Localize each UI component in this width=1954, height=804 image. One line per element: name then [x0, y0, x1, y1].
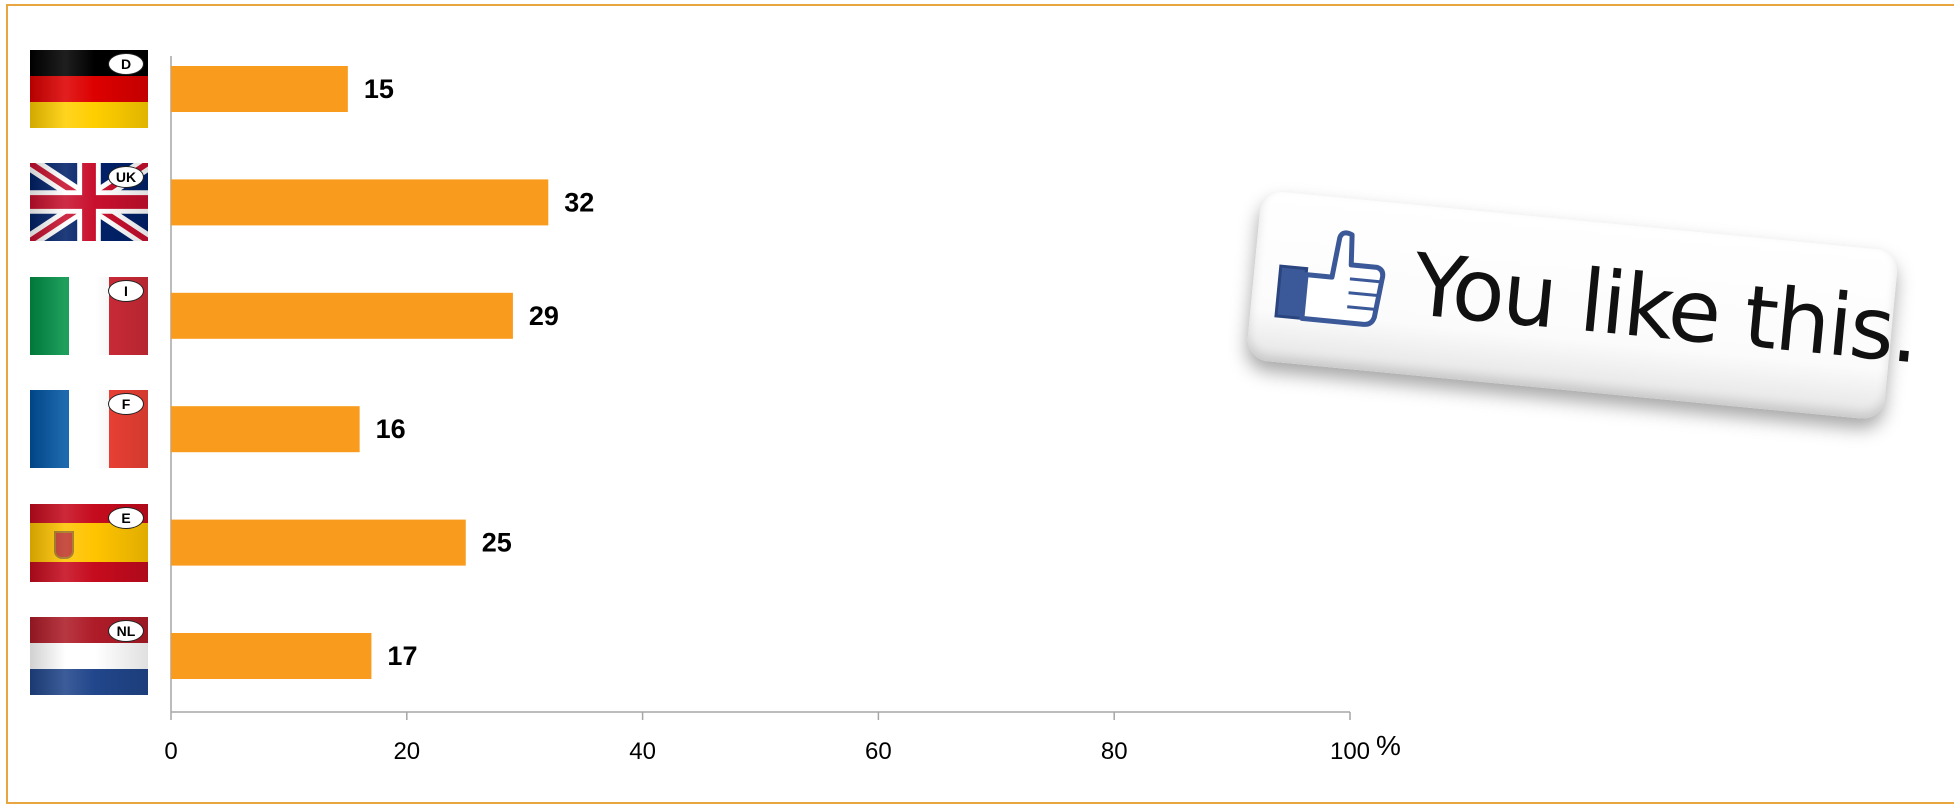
- data-label: 25: [482, 528, 512, 558]
- flag-d: D: [30, 50, 148, 128]
- x-tick-label: 0: [164, 738, 177, 765]
- data-label: 15: [364, 74, 394, 104]
- bar: [171, 633, 372, 679]
- data-label: 17: [387, 641, 417, 671]
- bar-chart: 0 20 40 60 80 100 % 15 32 29 16 25 17: [164, 56, 1401, 765]
- category-label: D: [108, 53, 144, 75]
- bar: [171, 179, 549, 226]
- category-label: F: [108, 393, 144, 416]
- x-tick-label: 20: [393, 738, 420, 765]
- bar: [171, 406, 360, 453]
- like-badge: You like this.: [1245, 190, 1923, 421]
- x-tick-label: 100: [1330, 738, 1370, 765]
- x-tick-label: 60: [865, 738, 892, 765]
- bar: [171, 519, 466, 566]
- thumbs-up-icon: [1274, 230, 1386, 327]
- flag-f: F: [30, 390, 148, 469]
- flag-uk: UK: [30, 163, 148, 242]
- category-label: I: [108, 279, 144, 302]
- flag-nl: NL: [30, 617, 148, 695]
- flag-i: I: [30, 276, 148, 355]
- category-label: E: [108, 506, 144, 529]
- bar: [171, 66, 348, 112]
- category-label: NL: [108, 620, 144, 642]
- flag-e: E: [30, 503, 148, 582]
- bar: [171, 292, 513, 339]
- x-tick-label: 40: [629, 738, 656, 765]
- data-label: 16: [376, 414, 406, 444]
- x-tick-label: 80: [1101, 738, 1128, 765]
- data-label: 32: [564, 187, 594, 217]
- like-badge-text: You like this.: [1408, 235, 1923, 384]
- data-label: 29: [529, 301, 559, 331]
- x-unit-label: %: [1376, 730, 1401, 761]
- category-label: UK: [108, 166, 144, 189]
